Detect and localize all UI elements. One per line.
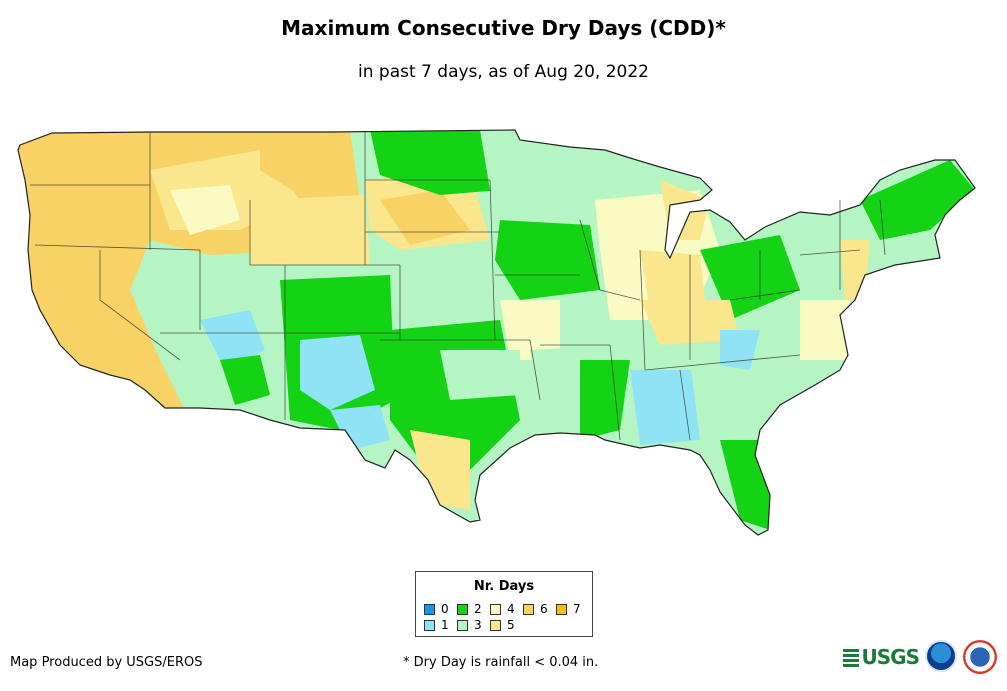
legend-item-5: 5 <box>490 618 515 632</box>
legend-swatch <box>556 603 567 615</box>
legend-item-3: 3 <box>457 618 482 632</box>
legend-item-2: 2 <box>457 602 482 616</box>
nws-logo-icon <box>963 640 997 674</box>
legend-item-6: 6 <box>523 602 548 616</box>
legend-label: 1 <box>441 618 449 632</box>
legend-item-4: 4 <box>490 602 515 616</box>
legend-label: 7 <box>573 602 581 616</box>
legend-item-0: 0 <box>424 602 449 616</box>
legend-label: 3 <box>474 618 482 632</box>
legend-label: 0 <box>441 602 449 616</box>
legend-swatch <box>424 619 435 631</box>
map-subtitle: in past 7 days, as of Aug 20, 2022 <box>358 62 649 82</box>
map-title: Maximum Consecutive Dry Days (CDD)* <box>281 16 726 40</box>
usgs-mark-icon <box>843 647 859 667</box>
legend-swatch <box>457 619 468 631</box>
legend-label: 5 <box>507 618 515 632</box>
legend-label: 6 <box>540 602 548 616</box>
legend-title: Nr. Days <box>473 579 535 594</box>
legend-swatch <box>490 603 501 615</box>
footnote: * Dry Day is rainfall < 0.04 in. <box>403 655 599 670</box>
legend-label: 4 <box>507 602 515 616</box>
legend-swatch <box>490 619 501 631</box>
us-dry-days-map <box>17 129 976 536</box>
legend-swatch <box>523 603 534 615</box>
legend-swatch <box>424 603 435 615</box>
legend-item-7: 7 <box>556 602 581 616</box>
noaa-logo-icon <box>925 640 957 672</box>
usgs-logo-text: USGS <box>861 645 920 669</box>
usgs-logo: USGS <box>843 643 920 671</box>
legend-item-1: 1 <box>424 618 449 632</box>
legend-label: 2 <box>474 602 482 616</box>
legend: Nr. Days 0 1 2 3 4 5 6 <box>415 571 593 637</box>
map-credit: Map Produced by USGS/EROS <box>10 655 203 670</box>
legend-swatch <box>457 603 468 615</box>
